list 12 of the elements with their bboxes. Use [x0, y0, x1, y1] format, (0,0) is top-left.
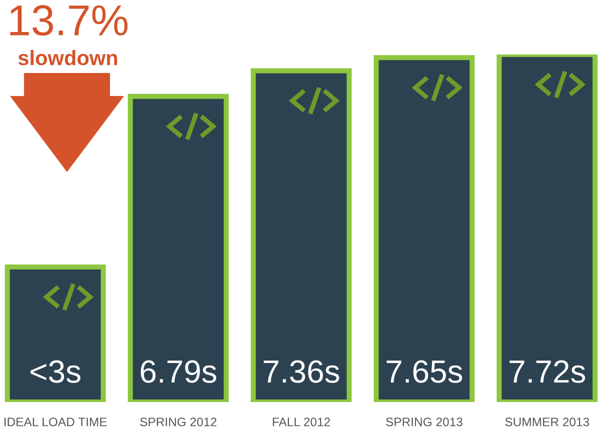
- annotation: slowdown: [18, 50, 118, 66]
- data-label: <3s: [30, 360, 80, 383]
- x-tick-label: SPRING 2013: [386, 418, 462, 426]
- x-tick-label: SPRING 2012: [140, 418, 216, 426]
- text: 13.7%: [10, 5, 128, 36]
- data-label: 7.72s: [510, 360, 586, 383]
- data-label: 7.65s: [386, 360, 462, 383]
- x-tick-label: IDEAL LOAD TIME: [4, 418, 107, 426]
- x-tick-label: SUMMER 2013: [505, 418, 590, 426]
- data-label: 7.36s: [264, 360, 340, 383]
- x-tick-label: FALL 2012: [272, 418, 330, 426]
- data-label: 6.79s: [140, 360, 216, 383]
